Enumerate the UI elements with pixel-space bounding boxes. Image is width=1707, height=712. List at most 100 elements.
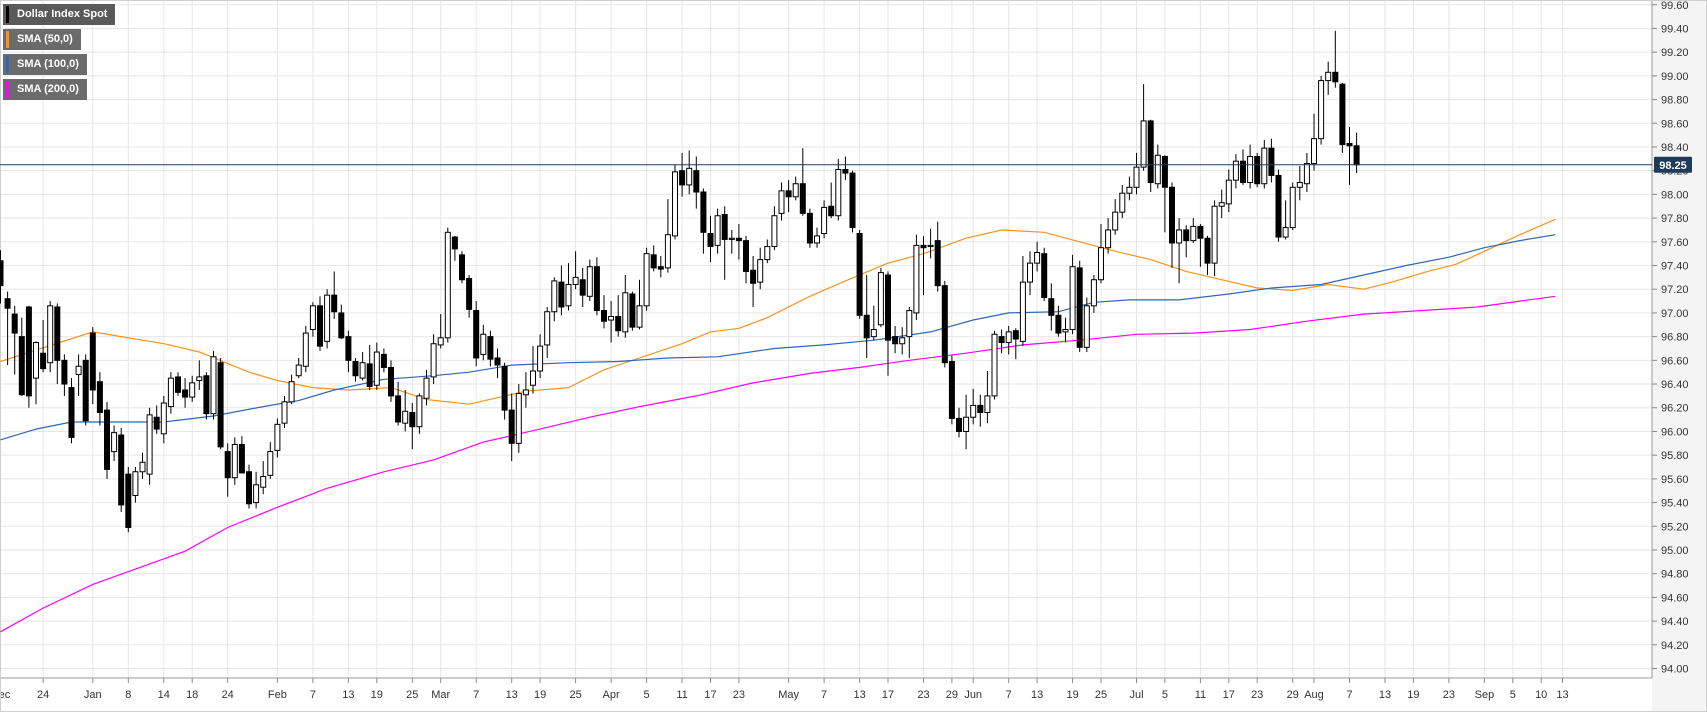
- candle-body-down: [182, 389, 189, 398]
- x-tick-label: 13: [1556, 689, 1568, 701]
- candle-body-up: [551, 280, 558, 313]
- y-tick-label: 99.60: [1661, 0, 1689, 12]
- candle-body-down: [948, 361, 955, 419]
- sma-200-line: [0, 295, 1556, 633]
- candle-body-up: [714, 215, 721, 246]
- x-tick-label: 5: [1162, 689, 1168, 701]
- candle-body-down: [175, 376, 181, 393]
- legend-item-sma-100[interactable]: SMA (100,0): [3, 54, 87, 75]
- candle-body-up: [274, 423, 281, 451]
- candle-body-up: [963, 416, 970, 432]
- candle-body-down: [0, 260, 4, 287]
- candle-body-down: [61, 359, 68, 385]
- x-tick-label: Jun: [964, 689, 982, 701]
- legend-item-sma-200[interactable]: SMA (200,0): [3, 79, 87, 100]
- candle-body-down: [743, 240, 749, 272]
- candle-body-down: [501, 365, 508, 411]
- candle-body-down: [700, 191, 707, 233]
- x-tick-label: May: [778, 689, 799, 701]
- candle-body-up: [537, 345, 544, 372]
- candle-body-up: [636, 305, 643, 328]
- candle-body-down: [345, 336, 352, 361]
- candle-body-down: [366, 363, 373, 387]
- candle-body-down: [1240, 160, 1246, 184]
- x-tick-label: 7: [310, 689, 316, 701]
- candle-body-down: [40, 352, 47, 370]
- y-tick-label: 98.40: [1661, 142, 1689, 154]
- candle-body-down: [1339, 83, 1346, 146]
- candle-body-down: [125, 473, 132, 528]
- candle-body-up: [111, 432, 118, 453]
- candle-body-down: [885, 274, 891, 341]
- x-tick-label: 17: [882, 689, 894, 701]
- candle-body-down: [238, 443, 245, 474]
- candle-body-up: [1154, 154, 1161, 185]
- candle-body-up: [643, 253, 650, 307]
- y-tick-label: 95.20: [1661, 521, 1689, 533]
- y-tick-label: 96.40: [1661, 379, 1689, 391]
- y-tick-label: 99.00: [1661, 71, 1689, 83]
- x-tick-label: 7: [1006, 689, 1012, 701]
- y-tick-label: 95.80: [1661, 450, 1689, 462]
- candle-body-up: [1261, 147, 1268, 185]
- candle-body-up: [1225, 179, 1232, 205]
- candle-body-up: [1133, 166, 1140, 188]
- x-tick-label: 13: [342, 689, 354, 701]
- y-tick-label: 95.60: [1661, 474, 1689, 486]
- candle-body-down: [1254, 155, 1261, 185]
- candle-body-up: [437, 337, 444, 346]
- candle-body-up: [1140, 120, 1147, 168]
- candle-body-down: [735, 237, 742, 242]
- candle-body-up: [430, 343, 437, 378]
- candle-body-up: [33, 342, 39, 379]
- y-tick-label: 97.00: [1661, 308, 1689, 320]
- x-tick-label: 13: [1031, 689, 1043, 701]
- candle-body-up: [821, 206, 828, 235]
- candle-body-up: [373, 351, 380, 386]
- x-tick-label: Dec: [0, 689, 11, 701]
- candle-body-down: [707, 233, 714, 248]
- x-tick-label: 13: [853, 689, 865, 701]
- candle-body-up: [877, 272, 884, 326]
- y-tick-label: 97.60: [1661, 237, 1689, 249]
- candle-body-down: [18, 336, 25, 396]
- x-tick-label: 25: [569, 689, 581, 701]
- x-tick-label: 24: [222, 689, 234, 701]
- y-tick-label: 95.00: [1661, 545, 1689, 557]
- candle-body-down: [601, 310, 607, 322]
- x-tick-label: 23: [1443, 689, 1455, 701]
- candle-body-up: [991, 333, 998, 397]
- candle-body-down: [1076, 267, 1083, 348]
- candle-body-up: [359, 362, 366, 379]
- candle-body-down: [4, 298, 11, 309]
- candle-body-up: [231, 443, 238, 479]
- x-tick-label: 24: [37, 689, 49, 701]
- y-tick-label: 97.80: [1661, 213, 1689, 225]
- candle-body-up: [288, 381, 295, 403]
- candle-body-down: [1268, 147, 1275, 176]
- candle-body-down: [657, 266, 664, 270]
- candle-body-down: [1055, 314, 1062, 334]
- candle-body-down: [494, 357, 501, 366]
- legend-item-dollar-index[interactable]: Dollar Index Spot: [3, 4, 116, 25]
- candle-body-down: [68, 387, 75, 438]
- candle-body-up: [189, 382, 196, 398]
- candle-body-down: [1048, 298, 1055, 316]
- candle-body-down: [679, 170, 686, 186]
- y-tick-label: 94.00: [1661, 664, 1689, 676]
- candle-body-up: [416, 395, 423, 428]
- candle-body-up: [1069, 266, 1076, 331]
- candle-body-up: [139, 461, 146, 473]
- candle-body-down: [750, 269, 757, 284]
- x-axis-panel: [0, 678, 1652, 712]
- candle-body-up: [728, 237, 735, 240]
- y-tick-label: 97.20: [1661, 284, 1689, 296]
- candle-body-down: [956, 417, 962, 432]
- candle-body-down: [104, 409, 110, 470]
- candle-body-down: [558, 281, 565, 308]
- candle-body-up: [210, 356, 217, 415]
- candle-body-up: [870, 329, 877, 338]
- candle-body-up: [835, 169, 842, 217]
- candle-body-up: [1176, 229, 1183, 244]
- legend-item-sma-50[interactable]: SMA (50,0): [3, 29, 81, 50]
